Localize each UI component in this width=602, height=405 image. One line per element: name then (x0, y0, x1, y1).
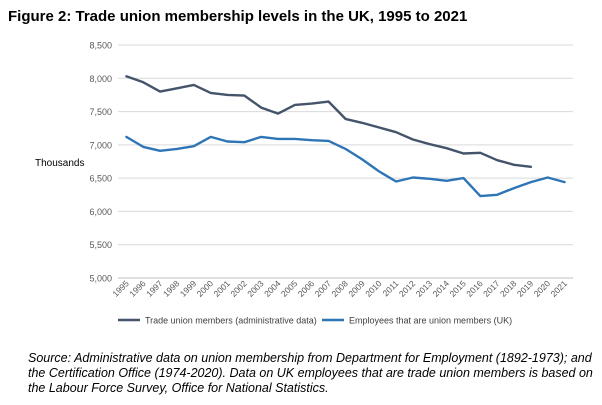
y-tick-label: 8,000 (89, 74, 112, 84)
x-tick-label: 2007 (313, 278, 334, 299)
x-tick-label: 2020 (532, 278, 553, 299)
y-tick-label: 7,000 (89, 140, 112, 150)
y-tick-label: 6,000 (89, 207, 112, 217)
y-tick-label: 8,500 (89, 41, 112, 51)
source-note: Source: Administrative data on union mem… (28, 351, 593, 395)
series-line-2 (125, 135, 566, 198)
x-tick-label: 2009 (346, 278, 367, 299)
x-tick-label: 1995 (110, 278, 131, 299)
y-tick-label: 5,500 (89, 240, 112, 250)
x-tick-label: 2010 (363, 278, 384, 299)
x-tick-label: 2002 (228, 278, 249, 299)
x-tick-label: 2016 (464, 278, 485, 299)
x-tick-label: 1998 (161, 278, 182, 299)
series-lines (125, 75, 566, 198)
x-tick-label: 2015 (447, 278, 468, 299)
x-tick-label: 2004 (262, 278, 283, 299)
legend-label: Employees that are union members (UK) (349, 316, 512, 326)
x-tick-label: 2014 (431, 278, 452, 299)
x-tick-labels: 1995199619971998199920002001200220032004… (110, 278, 569, 299)
x-tick-label: 2018 (498, 278, 519, 299)
x-tick-label: 2008 (329, 278, 350, 299)
x-tick-label: 2001 (212, 278, 233, 299)
x-tick-label: 1997 (144, 278, 165, 299)
x-tick-label: 2017 (481, 278, 502, 299)
y-tick-label: 7,500 (89, 107, 112, 117)
legend: Trade union members (administrative data… (118, 316, 512, 326)
x-tick-label: 1996 (127, 278, 148, 299)
y-tick-label: 5,000 (89, 274, 112, 284)
x-tick-label: 2019 (515, 278, 536, 299)
x-tick-label: 2006 (296, 278, 317, 299)
series-line-1 (125, 75, 533, 169)
x-tick-label: 2000 (195, 278, 216, 299)
figure-title: Figure 2: Trade union membership levels … (8, 8, 468, 25)
x-tick-label: 2021 (549, 278, 570, 299)
y-tick-label: 6,500 (89, 174, 112, 184)
x-tick-label: 2005 (279, 278, 300, 299)
x-tick-label: 2003 (245, 278, 266, 299)
x-tick-label: 2013 (414, 278, 435, 299)
legend-label: Trade union members (administrative data… (145, 316, 317, 326)
y-tick-labels: 5,000 5,500 6,000 6,500 7,000 7,500 8,000 8,500 (89, 41, 112, 284)
y-axis-label: Thousands (35, 158, 84, 169)
x-tick-label: 1999 (178, 278, 199, 299)
x-tick-label: 2012 (397, 278, 418, 299)
x-tick-label: 2011 (380, 278, 400, 298)
